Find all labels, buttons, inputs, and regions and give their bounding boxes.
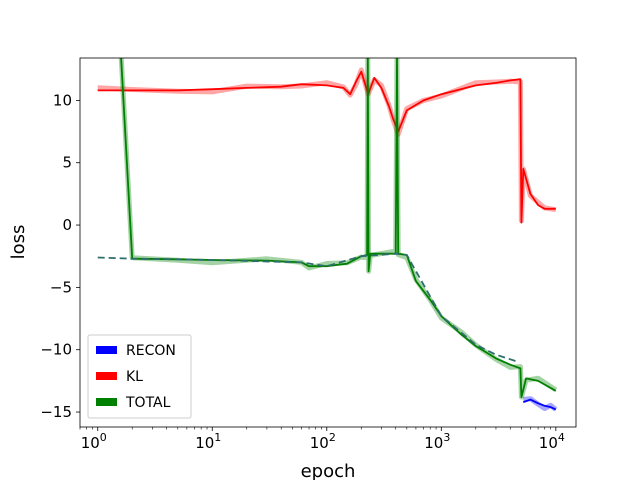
legend-box	[87, 334, 192, 419]
series-layer	[97, 58, 558, 412]
legend-label-total: TOTAL	[125, 395, 171, 411]
legend-label-recon: RECON	[126, 343, 176, 359]
series-line-kl	[97, 70, 556, 224]
x-axis: 100 101 102 103 104	[79, 427, 565, 452]
y-tick-label: 0	[62, 216, 72, 234]
x-tick-label: 103	[424, 431, 450, 452]
y-tick-label: −5	[50, 278, 72, 296]
y-tick-label: −15	[40, 403, 72, 421]
x-axis-label: epoch	[301, 461, 356, 480]
series-line-recon	[523, 398, 557, 411]
x-tick-label: 101	[195, 431, 221, 452]
x-tick-label: 100	[81, 431, 107, 452]
y-axis: 10 5 0 −5 −10 −15	[40, 91, 80, 421]
series-line-extra-3	[97, 252, 520, 364]
y-tick-label: 5	[62, 154, 72, 172]
y-axis-label: loss	[8, 225, 29, 260]
plot-frame	[79, 57, 577, 428]
legend: RECON KL TOTAL	[87, 334, 192, 419]
x-tick-label: 102	[310, 431, 336, 452]
y-tick-label: −10	[40, 341, 72, 359]
legend-swatch-recon	[96, 346, 117, 354]
x-tick-label: 104	[539, 431, 565, 452]
legend-label-kl: KL	[126, 369, 143, 385]
series-band-recon	[523, 396, 558, 412]
y-tick-label: 10	[53, 91, 72, 109]
legend-swatch-kl	[96, 372, 117, 380]
legend-swatch-total	[96, 398, 117, 406]
